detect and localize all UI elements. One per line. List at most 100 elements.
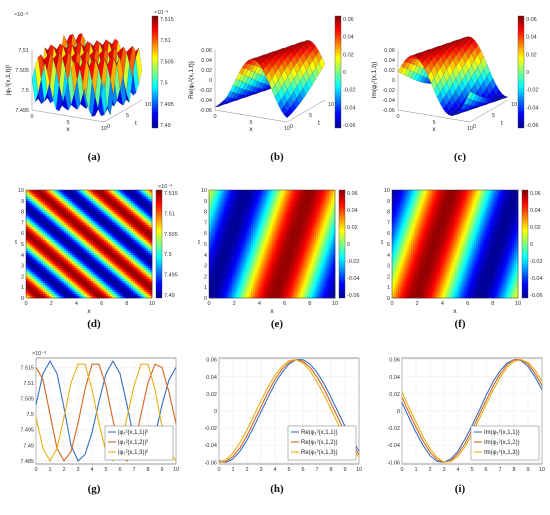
heatmap-cell [28, 190, 31, 193]
y-tick-label: 0 [21, 296, 24, 302]
heatmap-cell [36, 259, 39, 262]
heatmap-cell [70, 215, 73, 219]
heatmap-cell [49, 237, 52, 240]
heatmap-cell [128, 228, 132, 232]
heatmap-cell [122, 222, 125, 225]
heatmap-cell [122, 220, 125, 223]
heatmap-cell [30, 280, 33, 284]
heatmap-cell [137, 252, 140, 256]
heatmap-cell [143, 192, 146, 195]
heatmap-cell [124, 267, 128, 271]
heatmap-cell [55, 256, 58, 260]
heatmap-cell [251, 274, 254, 277]
heatmap-cell [47, 289, 50, 292]
heatmap-cell [42, 231, 46, 234]
heatmap-cell [145, 211, 149, 215]
heatmap-cell [86, 190, 90, 193]
heatmap-cell [84, 244, 88, 247]
heatmap-cell [86, 259, 90, 262]
heatmap-cell [97, 291, 100, 294]
heatmap-cell [122, 254, 125, 258]
heatmap-cell [30, 252, 33, 256]
heatmap-cell [30, 196, 33, 199]
heatmap-cell [131, 252, 134, 256]
heatmap-cell [135, 222, 138, 225]
heatmap-cell [141, 272, 144, 275]
heatmap-cell [101, 198, 104, 202]
heatmap-cell [91, 293, 94, 297]
heatmap-cell [55, 241, 58, 245]
heatmap-cell [236, 224, 239, 228]
heatmap-cell [99, 209, 102, 212]
heatmap-cell [137, 228, 140, 232]
heatmap-cell [112, 218, 115, 221]
heatmap-cell [248, 233, 252, 236]
heatmap-cell [28, 265, 31, 269]
heatmap-cell [107, 263, 111, 266]
heatmap-cell [240, 246, 243, 249]
heatmap-cell [131, 190, 134, 193]
heatmap-cell [34, 190, 37, 193]
heatmap-cell [97, 289, 100, 292]
heatmap-cell [65, 250, 69, 253]
heatmap-cell [137, 192, 140, 195]
heatmap-cell [217, 233, 220, 236]
heatmap-cell [72, 192, 75, 195]
heatmap-cell [42, 239, 46, 243]
heatmap-cell [137, 263, 140, 266]
heatmap-cell [26, 198, 29, 202]
heatmap-cell [44, 226, 48, 230]
heatmap-cell [63, 293, 67, 297]
heatmap-cell [86, 213, 90, 217]
heatmap-cell [135, 226, 138, 230]
heatmap-cell [49, 254, 52, 258]
heatmap-cell [95, 244, 98, 247]
heatmap-cell [44, 282, 48, 286]
heatmap-cell [240, 228, 243, 232]
heatmap-cell [230, 190, 233, 193]
heatmap-cell [38, 291, 41, 294]
heatmap-cell [38, 287, 41, 290]
heatmap-cell [238, 241, 241, 245]
heatmap-cell [49, 190, 52, 193]
heatmap-cell [99, 293, 102, 297]
heatmap-cell [107, 289, 111, 292]
heatmap-cell [86, 198, 90, 202]
heatmap-cell [74, 263, 77, 266]
heatmap-cell [110, 211, 113, 215]
heatmap-cell [82, 267, 86, 271]
heatmap-cell [221, 196, 224, 199]
z-tick-label: -0.02 [382, 88, 395, 94]
heatmap-cell [105, 269, 109, 273]
heatmap-cell [101, 261, 104, 264]
heatmap-cell [124, 231, 128, 234]
heatmap-cell [128, 241, 132, 245]
heatmap-cell [209, 256, 212, 260]
heatmap-cell [221, 256, 224, 260]
heatmap-cell [107, 241, 111, 245]
heatmap-cell [219, 287, 222, 290]
heatmap-cell [122, 192, 125, 195]
heatmap-cell [38, 244, 41, 247]
heatmap-cell [99, 282, 102, 286]
heatmap-cell [118, 280, 121, 284]
heatmap-cell [36, 218, 39, 221]
heatmap-cell [49, 291, 52, 294]
heatmap-cell [26, 207, 29, 210]
heatmap-cell [28, 237, 31, 240]
heatmap-cell [238, 202, 241, 206]
heatmap-cell [128, 293, 132, 297]
heatmap-cell [112, 285, 115, 288]
heatmap-cell [145, 254, 149, 258]
heatmap-cell [78, 256, 81, 260]
heatmap-cell [84, 239, 88, 243]
heatmap-cell [221, 269, 224, 273]
heatmap-cell [133, 239, 136, 243]
heatmap-cell [78, 278, 81, 282]
heatmap-cell [234, 248, 237, 251]
heatmap-cell [116, 256, 119, 260]
heatmap-cell [32, 248, 35, 251]
heatmap-cell [230, 222, 233, 225]
heatmap-cell [215, 265, 218, 269]
heatmap-cell [217, 205, 220, 208]
